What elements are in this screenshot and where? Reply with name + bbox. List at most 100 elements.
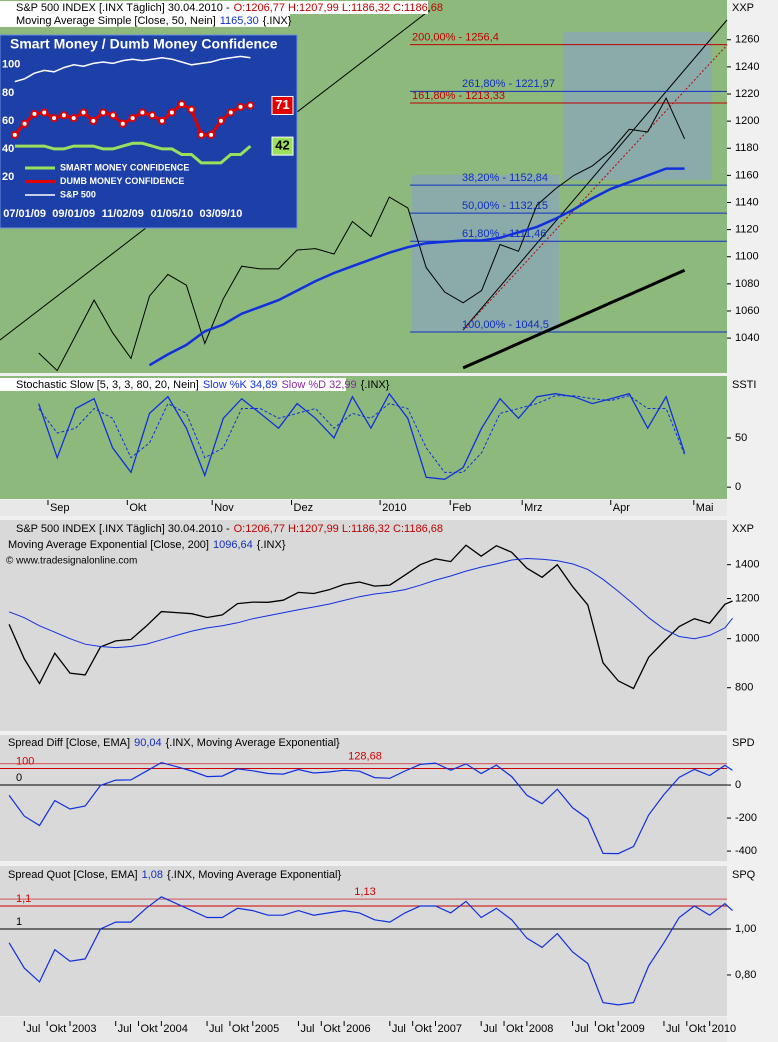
marker [187, 105, 196, 114]
y-tick-label: -200 [735, 812, 757, 824]
subtitle-value: 1096,64 [213, 539, 253, 551]
title: Spread Quot [Close, EMA] [8, 869, 138, 881]
marker [79, 108, 88, 117]
reference-label: 100 [16, 755, 34, 767]
legend-label: SMART MONEY CONFIDENCE [60, 162, 189, 172]
marker [197, 130, 206, 139]
stochastic-panel: Stochastic Slow [5, 3, 3, 80, 20, Nein] S… [0, 376, 756, 516]
fib-label: 38,20% - 1152,84 [462, 172, 548, 184]
spread-quot-panel: Spread Quot [Close, EMA] 1,08 {.INX, Movin… [0, 866, 756, 1042]
y-tick-label: 1,00 [735, 923, 756, 935]
x-tick-label: 2009 [620, 1023, 644, 1035]
x-tick-label: Jul [483, 1023, 497, 1035]
x-tick-label: 2007 [438, 1023, 462, 1035]
y-tick-label: 1180 [735, 142, 759, 154]
x-tick-label: 11/02/09 [102, 208, 144, 220]
series-line [148, 167, 685, 367]
reference-label: 0 [16, 772, 22, 784]
x-tick-label: Okt [506, 1023, 523, 1035]
y-tick-label: 20 [2, 171, 14, 183]
subtitle-value: 90,04 [134, 737, 162, 749]
header: Moving Average Simple [Close, 50, Nein] 1… [16, 15, 292, 27]
y-tick-label: 0,80 [735, 969, 756, 981]
axis-label: SPQ [732, 869, 756, 881]
y-tick-label: 1100 [735, 251, 759, 263]
marker [99, 108, 108, 117]
ohlc: O:1206,77 H:1207,99 L:1186,32 C:1186,68 [234, 2, 443, 14]
marker [226, 108, 235, 117]
y-tick-label: 100 [2, 59, 20, 71]
marker [40, 108, 49, 117]
trend-line [462, 44, 728, 331]
header: Spread Quot [Close, EMA] 1,08 {.INX, Movin… [8, 869, 341, 881]
d-label: Slow %D 32,99 [281, 379, 356, 391]
axis-label: SPD [732, 737, 755, 749]
y-tick-label: 80 [2, 87, 14, 99]
y-tick-label: 40 [2, 143, 14, 155]
series-line [38, 96, 686, 372]
header: S&P 500 INDEX [.INX Täglich] 30.04.2010 … [16, 523, 443, 535]
title: Spread Diff [Close, EMA] [8, 737, 130, 749]
x-tick-label: 01/05/10 [150, 208, 193, 220]
trend-line [462, 19, 728, 331]
marker [30, 109, 39, 118]
reference-label: 1 [16, 916, 22, 928]
max-label: 128,68 [348, 751, 382, 763]
title: S&P 500 INDEX [.INX Täglich] 30.04.2010 … [16, 2, 230, 14]
x-tick-label: Okt [129, 502, 146, 514]
marker [246, 101, 255, 110]
series-line [14, 55, 251, 83]
axis-label: XXP [732, 2, 754, 14]
end-label-box [271, 136, 294, 156]
header-bg [0, 1, 428, 14]
plot-area [0, 376, 727, 499]
x-tick-label: Okt [689, 1023, 706, 1035]
x-tick-label: 03/09/10 [200, 208, 243, 220]
y-tick-label: -400 [735, 845, 757, 857]
y-tick-label: 60 [2, 115, 14, 127]
x-tick-label: Sep [50, 502, 70, 514]
x-tick-label: Okt [232, 1023, 249, 1035]
end-label: 42 [275, 138, 289, 153]
y-tick-label: 50 [735, 432, 747, 444]
y-tick-label: 1000 [735, 633, 759, 645]
series-line [38, 392, 686, 480]
fib-label: 50,00% - 1132,15 [462, 200, 548, 212]
header: Moving Average Exponential [Close, 200] 1… [8, 539, 286, 551]
legend-label: S&P 500 [60, 189, 96, 199]
series-line [14, 141, 252, 165]
x-tick-label: Jul [392, 1023, 406, 1035]
y-tick-label: 1120 [735, 224, 759, 236]
fib-label: 100,00% - 1044,5 [462, 319, 549, 331]
header-bg [0, 378, 346, 391]
x-tick-label: Nov [214, 502, 234, 514]
x-tick-label: 2003 [72, 1023, 96, 1035]
y-tick-label: 1060 [735, 305, 759, 317]
y-tick-label: 1260 [735, 34, 759, 46]
y-tick-label: 1080 [735, 278, 759, 290]
range-box [412, 175, 559, 332]
marker [89, 116, 98, 125]
series-line [8, 544, 733, 690]
fib-label: 61,80% - 1111,46 [462, 228, 546, 240]
series-line [38, 395, 686, 473]
marker [207, 130, 216, 139]
x-tick-label: Jul [26, 1023, 40, 1035]
marker [148, 111, 157, 120]
subtitle-value: 1,08 [142, 869, 163, 881]
inset-bg [0, 34, 298, 229]
plot-area [0, 866, 727, 1016]
time-axis [0, 1017, 727, 1042]
subtitle: Moving Average Simple [Close, 50, Nein] [16, 15, 216, 27]
subtitle-value: 1165,30 [220, 15, 259, 27]
spread-diff-panel: Spread Diff [Close, EMA] 90,04 {.INX, Movi… [0, 735, 757, 861]
fib-label: 261,80% - 1221,97 [462, 78, 555, 90]
inset-title: Smart Money / Dumb Money Confidence [10, 36, 278, 52]
ohlc: O:1206,77 H:1207,99 L:1186,32 C:1186,68 [234, 523, 443, 535]
x-tick-label: Okt [415, 1023, 432, 1035]
x-tick-label: 07/01/09 [3, 208, 46, 220]
marker [108, 111, 117, 120]
marker [118, 119, 127, 128]
header: S&P 500 INDEX [.INX Täglich] 30.04.2010 … [16, 2, 443, 14]
series-line [8, 761, 733, 855]
